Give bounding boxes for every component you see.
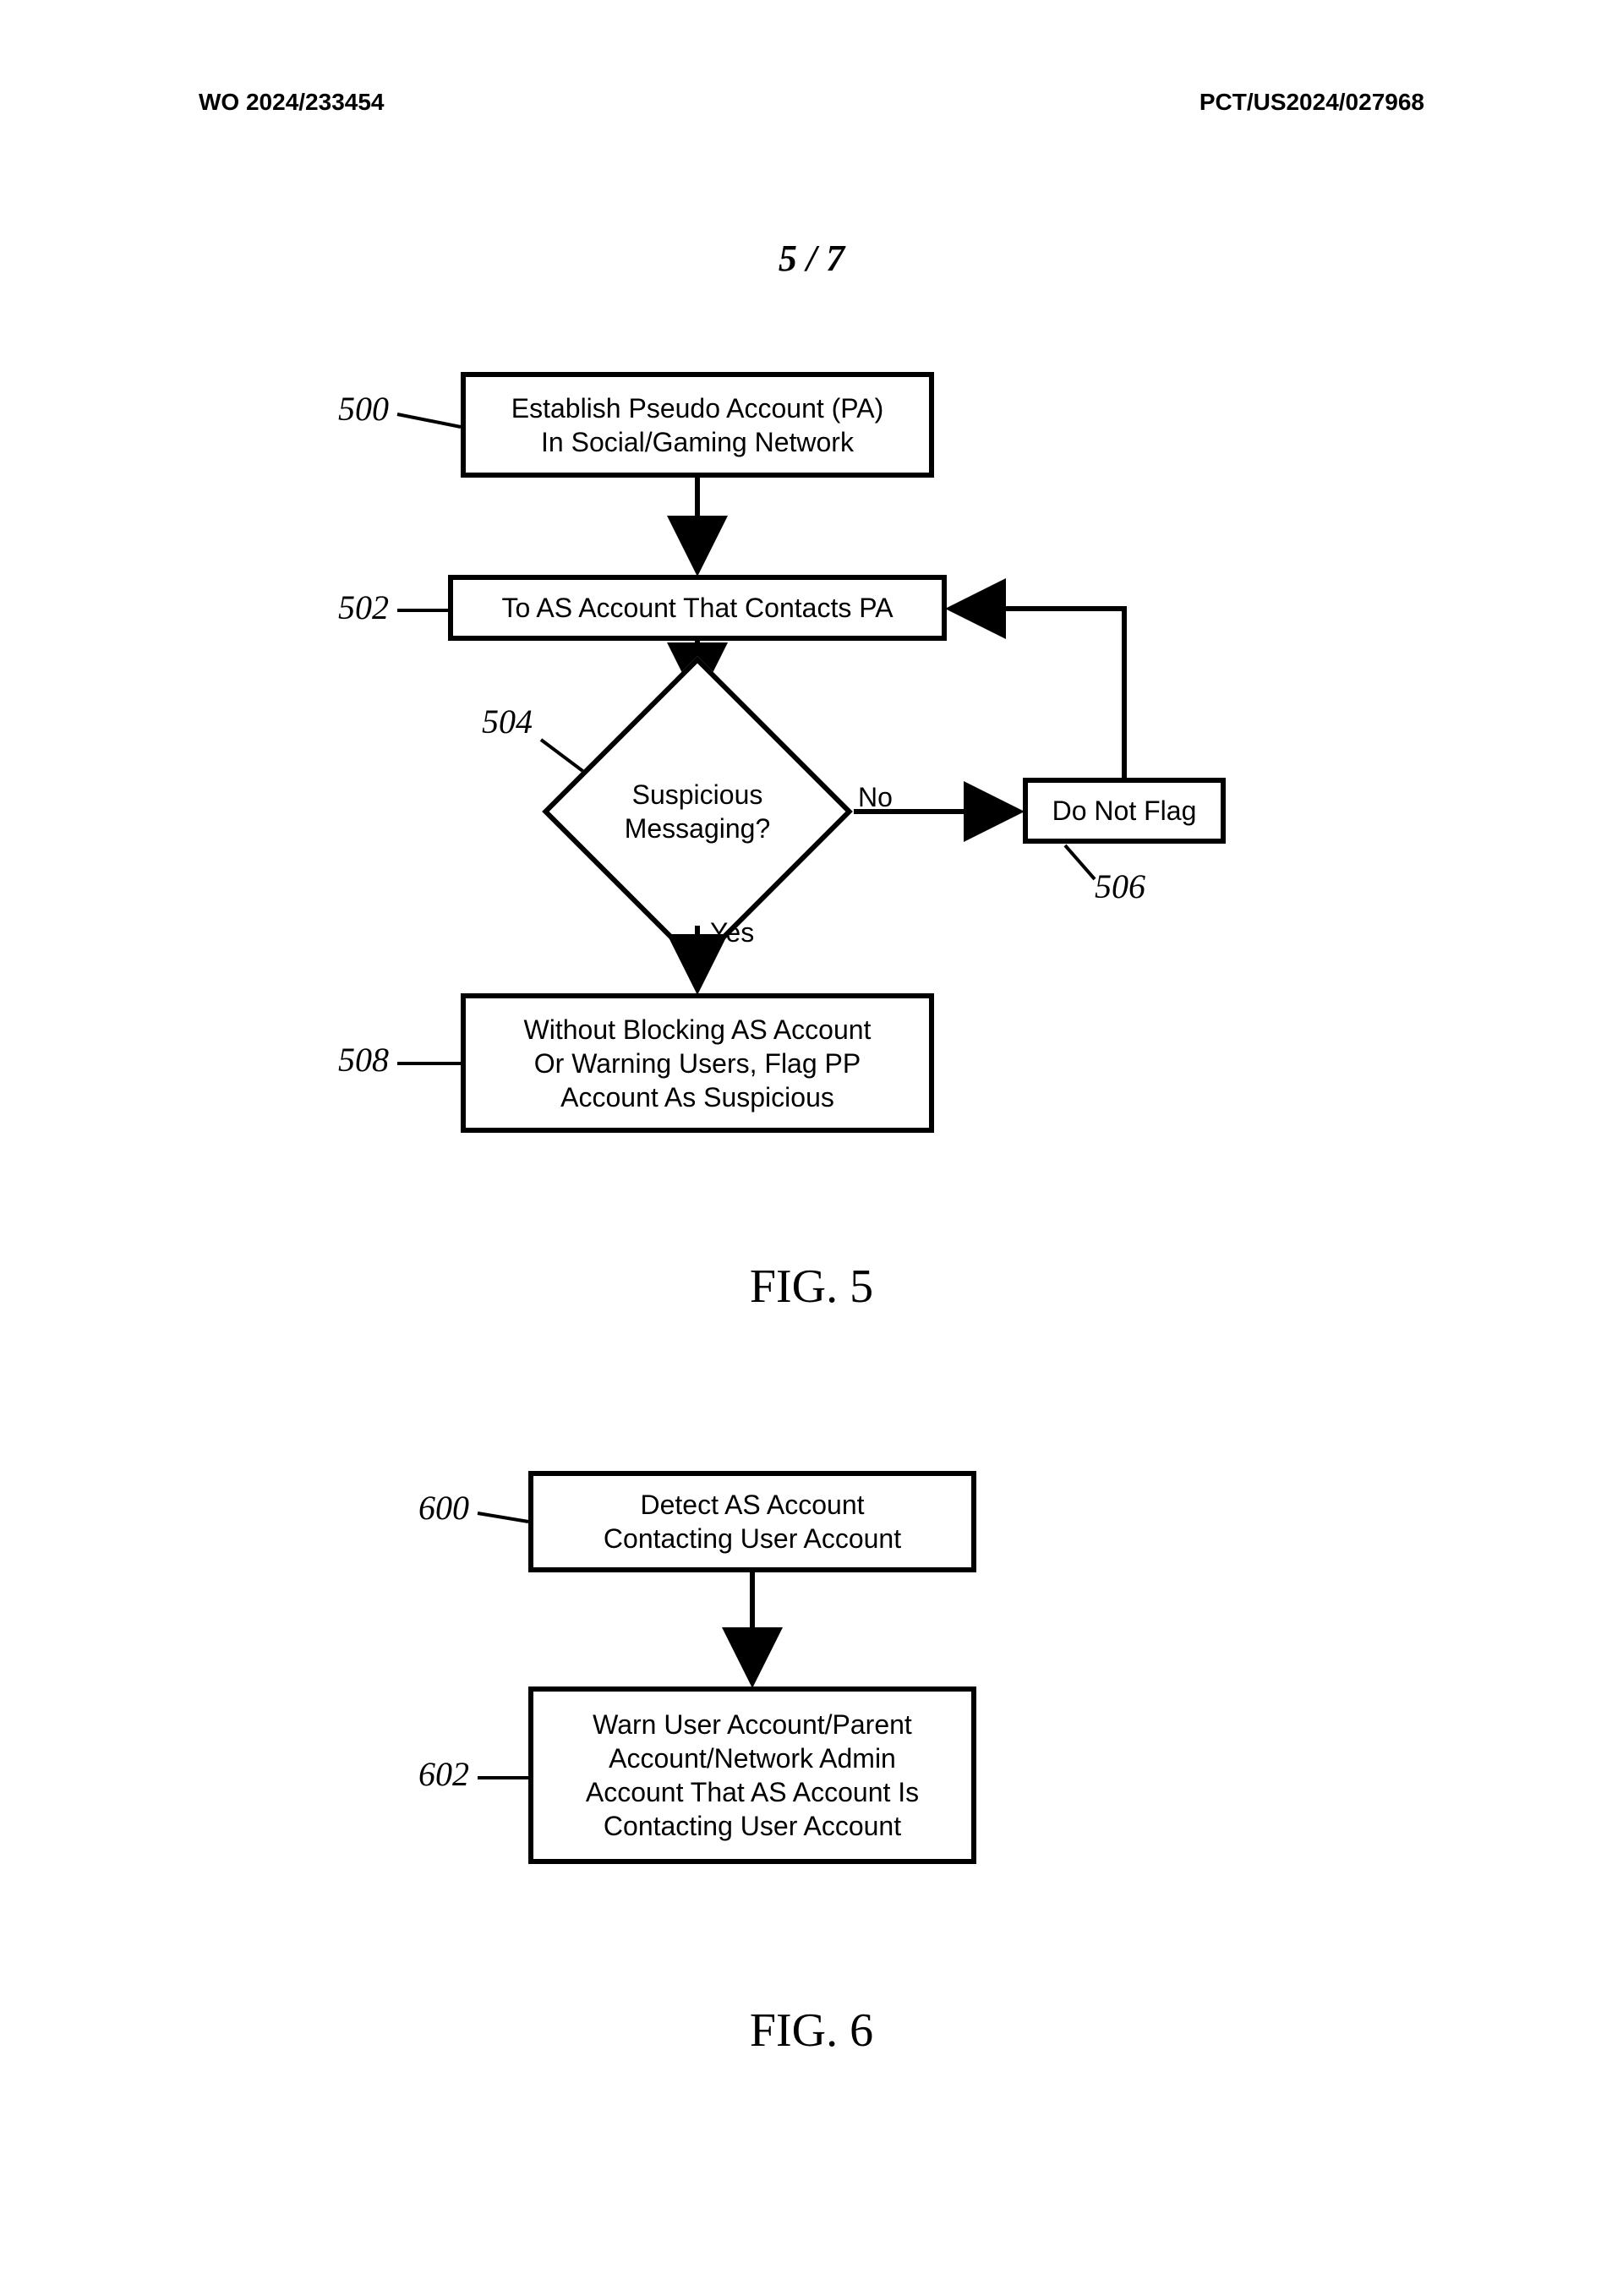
arrow-504-506	[0, 0, 1623, 2296]
ref-504: 504	[482, 702, 533, 741]
leader-506	[0, 0, 1623, 2296]
box-602-text: Warn User Account/Parent Account/Network…	[586, 1708, 919, 1843]
box-508: Without Blocking AS Account Or Warning U…	[461, 993, 934, 1133]
patent-page: WO 2024/233454 PCT/US2024/027968 5 / 7 5…	[0, 0, 1623, 2296]
diamond-504-text: Suspicious Messaging?	[625, 778, 771, 845]
ref-500: 500	[338, 389, 389, 429]
arrow-506-502	[0, 0, 1623, 2296]
fig6-title: FIG. 6	[750, 2004, 873, 2058]
box-506: Do Not Flag	[1023, 778, 1226, 844]
label-yes: Yes	[710, 917, 754, 948]
leader-504	[0, 0, 1623, 2296]
leader-602	[0, 0, 1623, 2296]
box-502: To AS Account That Contacts PA	[448, 575, 947, 641]
header-right: PCT/US2024/027968	[1199, 89, 1424, 116]
box-502-text: To AS Account That Contacts PA	[501, 591, 893, 625]
page-number: 5 / 7	[779, 237, 844, 280]
ref-508: 508	[338, 1040, 389, 1080]
box-500-text: Establish Pseudo Account (PA) In Social/…	[511, 391, 884, 459]
box-600: Detect AS Account Contacting User Accoun…	[528, 1471, 976, 1572]
arrow-502-504	[0, 0, 1623, 2296]
box-506-text: Do Not Flag	[1052, 794, 1197, 828]
label-no: No	[858, 782, 893, 813]
box-500: Establish Pseudo Account (PA) In Social/…	[461, 372, 934, 478]
ref-600: 600	[418, 1488, 469, 1528]
ref-506: 506	[1095, 866, 1145, 906]
leader-500	[0, 0, 1623, 2296]
box-602: Warn User Account/Parent Account/Network…	[528, 1686, 976, 1864]
fig5-title: FIG. 5	[750, 1260, 873, 1314]
arrow-504-508	[0, 0, 1623, 2296]
arrow-500-502	[0, 0, 1623, 2296]
diamond-504: Suspicious Messaging?	[587, 702, 807, 921]
leader-508	[0, 0, 1623, 2296]
header-left: WO 2024/233454	[199, 89, 385, 116]
leader-502	[0, 0, 1623, 2296]
leader-600	[0, 0, 1623, 2296]
box-600-text: Detect AS Account Contacting User Accoun…	[604, 1488, 901, 1555]
box-508-text: Without Blocking AS Account Or Warning U…	[524, 1013, 872, 1114]
ref-502: 502	[338, 588, 389, 627]
arrow-600-602	[0, 0, 1623, 2296]
ref-602: 602	[418, 1754, 469, 1794]
